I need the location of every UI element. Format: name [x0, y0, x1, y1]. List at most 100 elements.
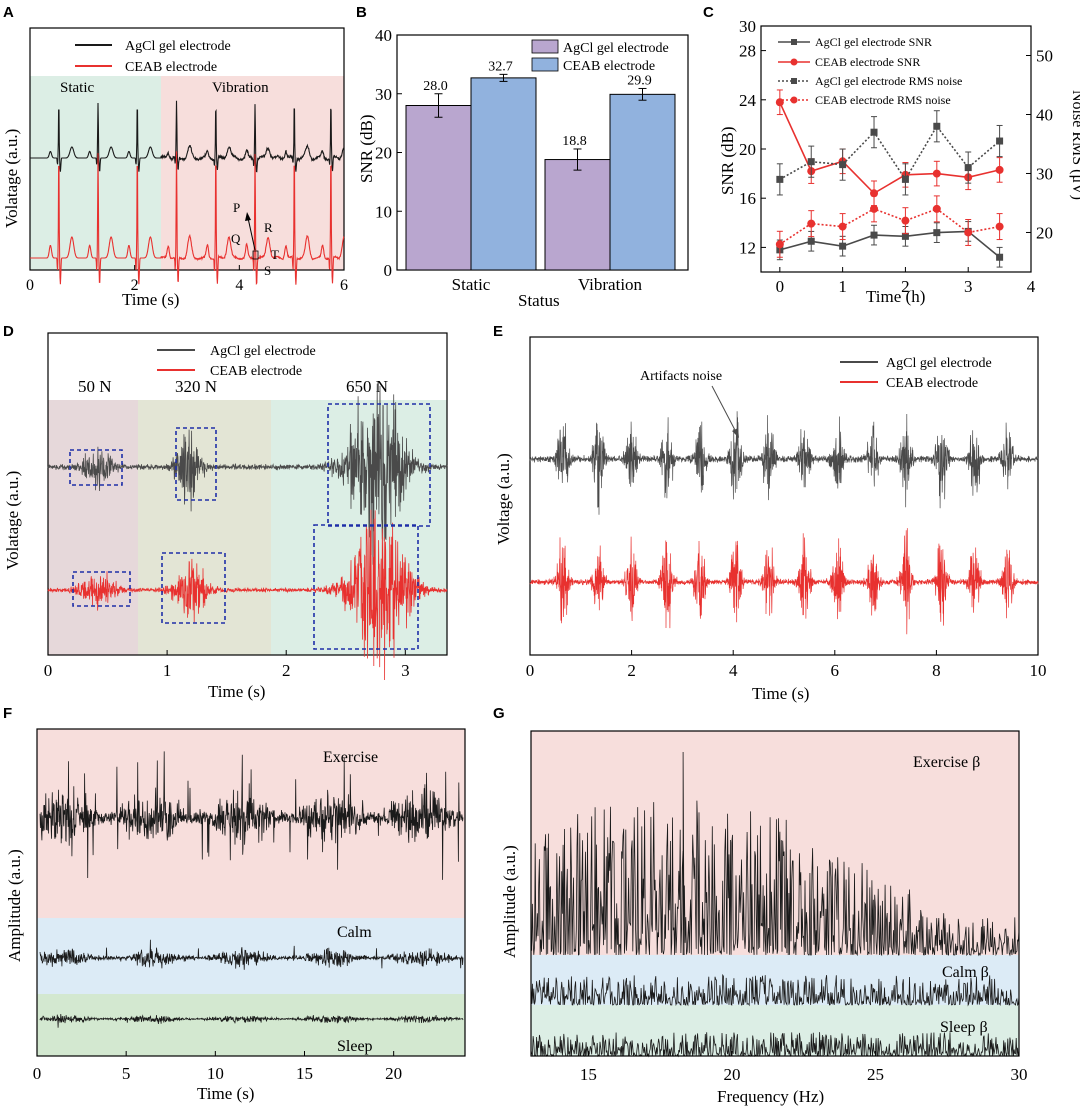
- y-tick-label: 0: [384, 261, 393, 280]
- legend-ceab: CEAB electrode: [886, 376, 978, 391]
- panel-b: B 28.0 32.7 18.8 29.9 0 10 20 30 40 Static Vibrat…: [356, 4, 689, 310]
- y-tick-label: 28: [739, 42, 756, 61]
- y-tick-label: 24: [739, 91, 757, 110]
- bar-value-label: 29.9: [627, 73, 652, 88]
- x-tick-label: 2: [282, 661, 291, 680]
- x-tick-label: 30: [1011, 1065, 1028, 1084]
- spectrum-exercise: [530, 751, 1020, 957]
- x-tick-label: 15: [580, 1065, 597, 1084]
- x-axis-ticks: 0 1 2 3: [44, 650, 410, 680]
- x-tick-label: 2: [131, 277, 139, 294]
- y-tick-label: 16: [739, 189, 756, 208]
- legend-marker-agcl-snr: [791, 39, 797, 45]
- spectrum-sleep: [530, 1032, 1020, 1058]
- data-point: [807, 158, 815, 166]
- x-tick-label: 3: [964, 277, 973, 296]
- legend-marker-ceab-rms: [790, 96, 798, 104]
- panel-label-a: A: [3, 4, 14, 21]
- ecg-trace-ceab: [30, 151, 345, 286]
- data-point: [838, 222, 847, 231]
- x-axis-label: Frequency (Hz): [717, 1087, 824, 1106]
- plot-frame: [29, 27, 345, 271]
- series-line: [779, 101, 1000, 195]
- x-tick-label: 1: [163, 661, 172, 680]
- annotation-arrow: [711, 385, 737, 433]
- series-line: [779, 124, 1001, 181]
- legend-agcl-snr: AgCl gel electrode SNR: [815, 35, 932, 49]
- legend-agcl: AgCl gel electrode: [886, 356, 992, 371]
- x-axis-ticks: 0 2 4 6 8 10: [526, 650, 1047, 680]
- zoom-box: [252, 250, 259, 260]
- region-320n: [138, 400, 271, 655]
- data-point: [870, 189, 879, 198]
- x-axis-label: Time (s): [122, 290, 179, 309]
- data-point: [964, 228, 973, 237]
- legend-swatch-agcl: [531, 39, 559, 54]
- x-tick-label: 2: [901, 277, 910, 296]
- y-axis-label-right: Noise RMS (μV): [1069, 90, 1080, 200]
- x-tick-label: 1: [838, 277, 847, 296]
- data-point: [933, 229, 941, 237]
- region-label-50n: 50 N: [78, 377, 112, 396]
- data-point: [870, 128, 878, 136]
- y-tick-label-right: 50: [1036, 46, 1053, 65]
- x-tick-label: 3: [401, 661, 410, 680]
- panel-label-d: D: [3, 323, 14, 340]
- wave-label-s: S: [264, 263, 271, 278]
- data-point: [870, 204, 879, 213]
- state-label-calm: Calm: [337, 924, 372, 941]
- state-label-calm-beta: Calm β: [942, 964, 989, 981]
- trace-ceab: [47, 509, 448, 681]
- box-ceab-320n: [161, 552, 226, 624]
- panel-label-c: C: [703, 4, 714, 21]
- state-label-sleep-beta: Sleep β: [940, 1019, 988, 1036]
- data-point: [995, 165, 1004, 174]
- x-tick-label: 0: [44, 661, 53, 680]
- legend-ceab: CEAB electrode: [210, 364, 302, 379]
- data-point: [870, 231, 878, 239]
- x-tick-label: 10: [207, 1064, 224, 1083]
- data-point: [901, 216, 910, 225]
- exercise-region: [37, 729, 465, 918]
- y-tick-label: 20: [739, 140, 756, 159]
- plot-frame: [530, 730, 1020, 1057]
- data-point: [839, 242, 847, 250]
- ecg-trace-agcl: [30, 100, 345, 173]
- trace-calm: [39, 939, 464, 970]
- data-point: [964, 164, 972, 172]
- x-axis-label: Status: [518, 291, 560, 310]
- y-tick-label: 20: [375, 144, 392, 163]
- bar: [405, 105, 472, 271]
- x-tick-label: 0: [33, 1064, 42, 1083]
- data-point: [901, 175, 909, 183]
- legend-ceab: CEAB electrode: [125, 60, 217, 75]
- data-point: [776, 175, 784, 183]
- region-650n: [271, 400, 447, 655]
- annotation-artifacts-noise: Artifacts noise: [640, 369, 722, 384]
- legend-agcl: AgCl gel electrode: [125, 39, 231, 54]
- panel-e: E AgCl gel electrode CEAB electrode Arti…: [493, 323, 1047, 703]
- y-tick-label-right: 30: [1036, 164, 1053, 183]
- trace-agcl: [47, 383, 448, 565]
- x-tick-label: 8: [932, 661, 941, 680]
- x-tick-label: 4: [235, 277, 243, 294]
- plot-frame: [47, 332, 448, 656]
- y-tick-label: 40: [375, 26, 392, 45]
- box-agcl-50n: [69, 449, 123, 486]
- x-axis-label: Time (s): [208, 682, 265, 701]
- legend-swatch-ceab: [531, 57, 559, 72]
- panel-f: F Exercise Calm Sleep 0 5 10 15 20 Time (s) …: [3, 705, 466, 1103]
- bar: [609, 93, 676, 271]
- wave-label-r: R: [264, 220, 273, 235]
- panel-a: A Static Vibration AgCl gel electrode CE…: [2, 4, 348, 309]
- bar-value-label: 18.8: [562, 134, 587, 149]
- bars: 28.0 32.7 18.8 29.9: [405, 59, 676, 271]
- x-tick-label: 4: [729, 661, 738, 680]
- plot-frame: [36, 728, 466, 1057]
- panel-label-g: G: [493, 705, 505, 722]
- y-axis-label: Volatage (a.u.): [2, 129, 21, 228]
- series-line: [779, 230, 1001, 258]
